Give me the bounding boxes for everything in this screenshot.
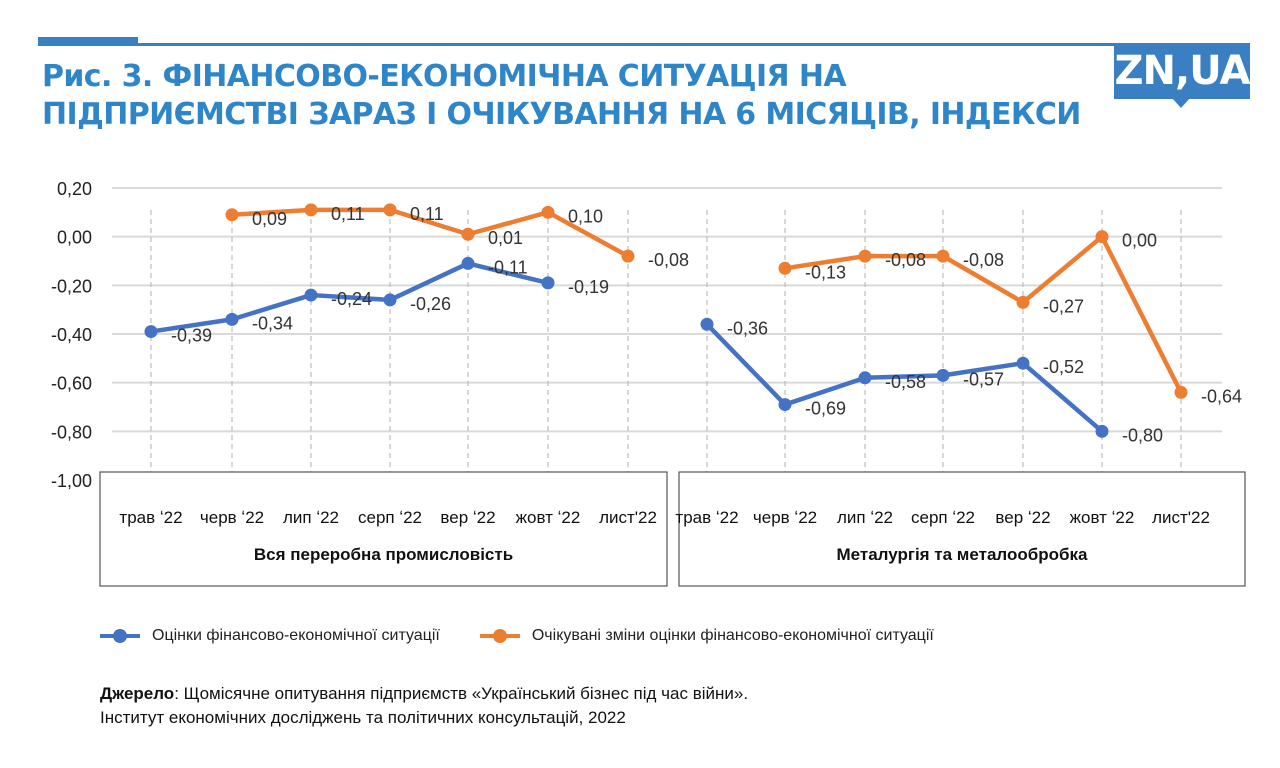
source-text: : Щомісячне опитування підприємств «Укра…: [174, 684, 749, 703]
data-label-current: -0,58: [885, 372, 926, 392]
data-point-expected: [936, 249, 950, 263]
data-label-current: -0,24: [331, 289, 372, 309]
legend-swatch-current: [100, 629, 140, 643]
data-label-expected: -0,64: [1201, 386, 1242, 406]
data-point-current: [936, 368, 950, 382]
data-label-expected: 0,01: [488, 228, 523, 248]
x-tick-label: лист'22: [599, 508, 657, 527]
chart-title: Рис. 3. ФІНАНСОВО-ЕКОНОМІЧНА СИТУАЦІЯ НА…: [42, 58, 1122, 134]
data-label-current: -0,80: [1122, 425, 1163, 445]
chart-title-line2: ПІДПРИЄМСТВІ ЗАРАЗ І ОЧІКУВАННЯ НА 6 МІС…: [42, 97, 1081, 132]
data-label-expected: 0,10: [568, 206, 603, 226]
y-tick-label: -0,60: [51, 374, 92, 394]
data-point-expected: [1095, 230, 1109, 244]
y-tick-label: -1,00: [51, 471, 92, 491]
line-chart: 0,20 0,00 -0,20 -0,40 -0,60 -0,80 -1,00 трав ʻ2…: [51, 179, 1246, 587]
data-point-expected: [1174, 385, 1188, 399]
data-label-expected: 0,11: [331, 204, 365, 224]
group-label: Металургія та металообробка: [837, 545, 1089, 564]
data-point-expected: [225, 208, 239, 222]
y-tick-label: -0,80: [51, 422, 92, 442]
data-point-expected: [858, 249, 872, 263]
category-box: [99, 471, 668, 587]
data-label-expected: -0,08: [963, 250, 1004, 270]
header-rule: [38, 43, 1118, 46]
data-point-current: [778, 398, 792, 412]
x-tick-label: трав ʻ22: [119, 508, 182, 527]
data-point-current: [225, 312, 239, 326]
legend-item-current: Оцінки фінансово-економічної ситуації: [100, 627, 440, 645]
source-line2: Інститут економічних досліджень та політ…: [100, 708, 626, 727]
legend-label-expected: Очікувані зміни оцінки фінансово-економі…: [531, 627, 934, 644]
data-label-expected: 0,00: [1122, 231, 1157, 251]
chart-legend: Оцінки фінансово-економічної ситуації Оч…: [100, 622, 974, 650]
data-label-current: -0,52: [1043, 357, 1084, 377]
header-accent-bar: [38, 37, 138, 46]
x-tick-label: вер ʻ22: [440, 508, 495, 527]
data-point-current: [541, 276, 555, 290]
series-line-current: [705, 322, 1104, 434]
legend-item-expected: Очікувані зміни оцінки фінансово-економі…: [479, 627, 934, 645]
data-label-current: -0,19: [568, 277, 609, 297]
data-point-current: [461, 256, 475, 270]
series-line-expected: [784, 234, 1184, 394]
y-tick-label: 0,00: [57, 228, 92, 248]
x-tick-label: лист'22: [1152, 508, 1210, 527]
data-label-current: -0,57: [963, 369, 1004, 389]
series-line-expected: [231, 207, 630, 259]
data-label-current: -0,11: [488, 257, 528, 277]
zn-ua-logo: ZN,UA: [1114, 43, 1250, 99]
x-tick-label: серп ʻ22: [358, 508, 422, 527]
data-point-expected: [304, 203, 318, 217]
category-box: [678, 471, 1246, 587]
data-label-expected: -0,08: [885, 250, 926, 270]
source-note: Джерело: Щомісячне опитування підприємст…: [100, 682, 748, 730]
y-tick-label: -0,20: [51, 276, 92, 296]
legend-swatch-expected: [479, 629, 520, 643]
data-label-current: -0,26: [410, 294, 451, 314]
series-line-current: [150, 261, 549, 334]
data-point-expected: [383, 203, 397, 217]
y-tick-label: 0,20: [57, 179, 92, 199]
data-point-current: [304, 288, 318, 302]
data-point-current: [1016, 356, 1030, 370]
x-tick-label: черв ʻ22: [200, 508, 264, 527]
group-label: Вся переробна промисловість: [254, 545, 513, 564]
data-label-current: -0,39: [171, 326, 212, 346]
data-point-current: [1095, 424, 1109, 438]
data-label-current: -0,36: [727, 318, 768, 338]
data-label-expected: 0,11: [410, 204, 444, 224]
chart-title-line1: Рис. 3. ФІНАНСОВО-ЕКОНОМІЧНА СИТУАЦІЯ НА: [42, 59, 847, 94]
data-point-current: [383, 293, 397, 307]
x-tick-label: вер ʻ22: [995, 508, 1050, 527]
data-point-expected: [461, 227, 475, 241]
data-label-expected: -0,27: [1043, 296, 1084, 316]
data-label-expected: -0,13: [805, 262, 846, 282]
x-tick-label: трав ʻ22: [675, 508, 738, 527]
y-tick-label: -0,40: [51, 325, 92, 345]
x-tick-label: лип ʻ22: [283, 508, 339, 527]
x-tick-label: жовт ʻ22: [1070, 508, 1135, 527]
data-point-expected: [778, 261, 792, 275]
x-tick-label: жовт ʻ22: [516, 508, 581, 527]
data-label-current: -0,34: [252, 313, 293, 333]
data-label-expected: 0,09: [252, 209, 287, 229]
x-tick-label: черв ʻ22: [753, 508, 817, 527]
x-tick-label: серп ʻ22: [911, 508, 975, 527]
data-label-current: -0,69: [805, 399, 846, 419]
data-label-expected: -0,08: [648, 250, 689, 270]
data-point-current: [144, 325, 158, 339]
data-point-expected: [621, 249, 635, 263]
data-point-expected: [541, 205, 555, 219]
legend-label-current: Оцінки фінансово-економічної ситуації: [152, 627, 440, 644]
x-tick-label: лип ʻ22: [837, 508, 893, 527]
logo-speech-tail: [1172, 98, 1190, 108]
data-point-expected: [1016, 295, 1030, 309]
source-label: Джерело: [100, 684, 175, 703]
data-point-current: [700, 317, 714, 331]
data-point-current: [858, 371, 872, 385]
